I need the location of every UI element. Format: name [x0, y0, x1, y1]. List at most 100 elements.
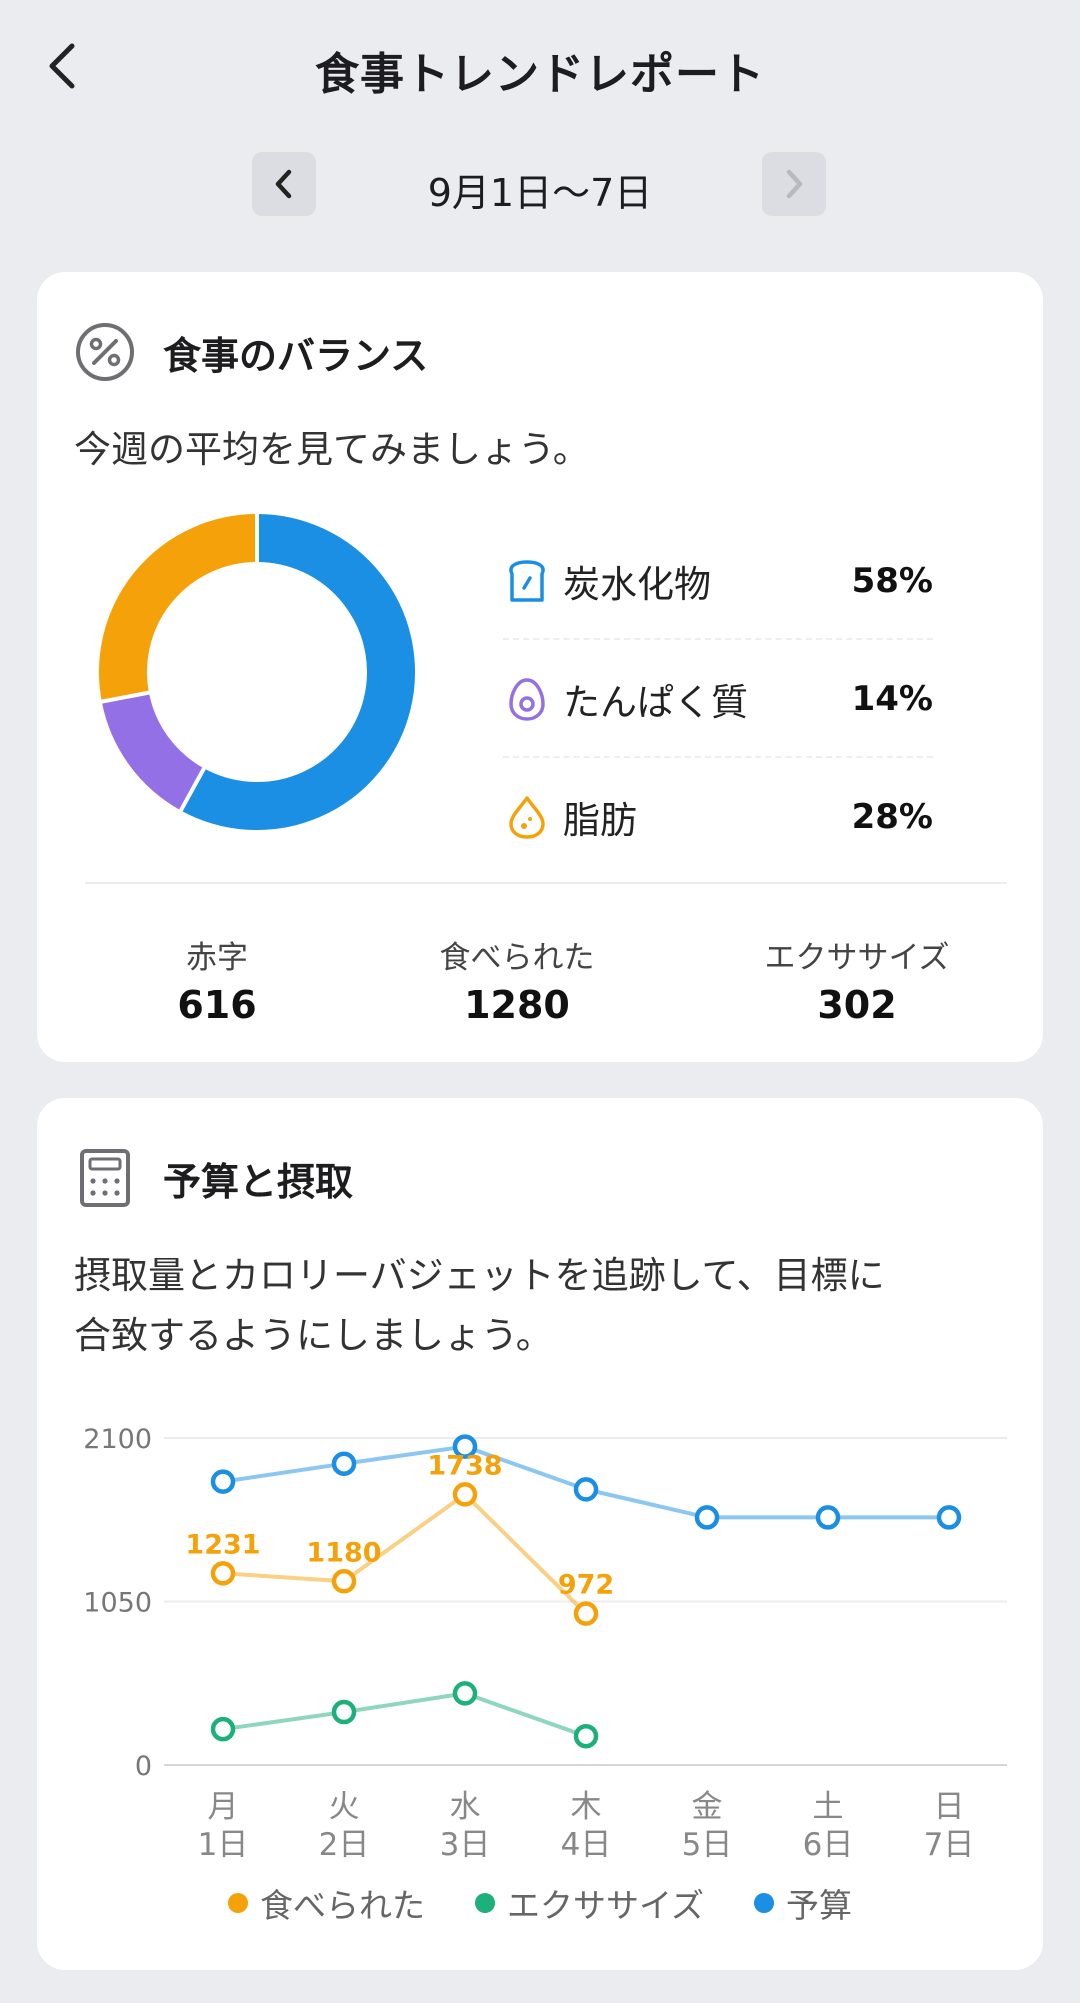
stat-exercise: エクササイズ 302	[697, 932, 1017, 1027]
x-tick-date: 3日	[440, 1827, 491, 1858]
macro-name: 脂肪	[563, 799, 637, 842]
budget-title-row: 予算と摂取	[73, 1146, 353, 1210]
chart-legend: 食べられた エクササイズ 予算	[37, 1878, 1043, 1928]
budget-card: 予算と摂取 摂取量とカロリーバジェットを追跡して、目標に 合致するようにしましょ…	[37, 1098, 1043, 1970]
balance-card: 食事のバランス 今週の平均を見てみましょう。 炭水化物 58% たんぱく質	[37, 272, 1043, 1062]
macro-percent: 14%	[851, 679, 933, 719]
budget-description: 摂取量とカロリーバジェットを追跡して、目標に 合致するようにしましょう。	[74, 1246, 1013, 1366]
data-point-budget	[936, 1505, 962, 1530]
donut-slice-2	[99, 514, 258, 702]
divider	[503, 756, 933, 758]
legend-label: エクササイズ	[506, 1886, 704, 1925]
macro-row-carbs: 炭水化物 58%	[503, 522, 983, 640]
series-line-exercise	[222, 1691, 587, 1739]
data-point-eaten	[452, 1482, 478, 1507]
data-point-eaten	[573, 1601, 599, 1626]
bread-icon	[503, 557, 551, 605]
budget-title: 予算と摂取	[163, 1159, 354, 1204]
back-button[interactable]	[30, 34, 94, 98]
legend-label: 食べられた	[259, 1886, 425, 1925]
macro-name: たんぱく質	[563, 681, 748, 724]
data-point-exercise	[210, 1716, 236, 1742]
stat-label: 赤字	[186, 940, 248, 976]
budget-description-line: 合致するようにしましょう。	[74, 1314, 553, 1357]
data-point-budget	[210, 1469, 236, 1494]
balance-title-row: 食事のバランス	[73, 320, 428, 384]
donut-slice-1	[101, 691, 205, 811]
legend-item-eaten[interactable]: 食べられた	[227, 1878, 425, 1928]
x-tick-date: 1日	[198, 1827, 249, 1858]
divider	[503, 638, 933, 640]
next-week-button[interactable]	[762, 152, 826, 216]
y-tick-label: 0	[135, 1751, 152, 1782]
x-tick-date: 2日	[319, 1827, 370, 1858]
data-point-budget	[573, 1477, 599, 1502]
data-point-eaten	[331, 1569, 357, 1594]
divider	[85, 882, 1007, 884]
macro-percent: 58%	[851, 561, 933, 601]
percent-icon	[73, 320, 137, 384]
budget-description-line: 摂取量とカロリーバジェットを追跡して、目標に	[74, 1254, 885, 1297]
macro-list: 炭水化物 58% たんぱく質 14% 脂肪	[503, 522, 983, 876]
stat-value: 302	[817, 983, 897, 1027]
data-point-budget	[331, 1451, 357, 1476]
legend-dot	[754, 1893, 774, 1913]
legend-dot	[474, 1893, 495, 1913]
data-point-exercise	[452, 1681, 478, 1706]
donut-separator	[178, 765, 207, 814]
data-point-eaten	[210, 1561, 236, 1586]
x-tick-date: 7日	[924, 1827, 975, 1858]
stat-value: 1280	[464, 983, 570, 1027]
x-tick-day: 水	[450, 1789, 481, 1825]
donut-separator	[99, 690, 152, 704]
legend-item-exercise[interactable]: エクササイズ	[474, 1878, 704, 1928]
legend-label: 予算	[786, 1886, 852, 1925]
stat-label: エクササイズ	[764, 940, 950, 976]
balance-description: 今週の平均を見てみましょう。	[74, 428, 590, 471]
x-tick-day: 日	[934, 1789, 965, 1825]
calculator-icon	[73, 1146, 137, 1210]
macro-row-protein: たんぱく質 14%	[503, 640, 983, 758]
series-line-eaten	[222, 1492, 588, 1616]
date-navigator: 9月1日〜7日	[0, 150, 1080, 218]
date-range-label: 9月1日〜7日	[427, 171, 653, 215]
chevron-right-icon	[786, 169, 803, 199]
page-title: 食事トレンドレポート	[315, 49, 765, 100]
macro-name: 炭水化物	[563, 563, 711, 606]
stat-label: 食べられた	[439, 940, 595, 976]
x-tick-day: 土	[813, 1789, 844, 1825]
x-tick-day: 木	[571, 1789, 602, 1825]
stat-eaten: 食べられた 1280	[377, 932, 657, 1027]
y-tick-label: 2100	[83, 1424, 152, 1455]
data-point-exercise	[331, 1699, 357, 1725]
balance-title: 食事のバランス	[163, 333, 429, 378]
macro-donut-chart	[99, 512, 415, 830]
data-point-budget	[815, 1505, 841, 1530]
drop-icon	[503, 793, 551, 841]
previous-week-button[interactable]	[252, 152, 316, 216]
data-point-exercise	[573, 1723, 599, 1749]
legend-item-budget[interactable]: 予算	[754, 1878, 852, 1928]
x-tick-date: 4日	[561, 1827, 612, 1858]
x-tick-day: 金	[692, 1789, 723, 1825]
budget-intake-line-chart: 2100 1050 0 月1日 火2日 水3日 木4日 金5日 土6日 日7日 1231 1180 17…	[83, 1424, 1007, 1858]
x-tick-day: 月	[208, 1789, 239, 1825]
y-tick-label: 1050	[83, 1588, 152, 1619]
x-tick-date: 5日	[682, 1827, 733, 1858]
x-tick-date: 6日	[803, 1827, 854, 1858]
stat-deficit: 赤字 616	[147, 932, 287, 1027]
data-point-budget	[452, 1434, 478, 1459]
chevron-left-icon	[49, 43, 75, 89]
data-label-eaten: 1738	[427, 1450, 502, 1481]
data-label-eaten: 1231	[185, 1529, 260, 1560]
macro-percent: 28%	[851, 797, 933, 837]
legend-dot	[227, 1893, 248, 1913]
donut-slice-0	[180, 514, 415, 830]
calorie-stats: 赤字 616 食べられた 1280 エクササイズ 302	[37, 932, 1043, 1032]
data-label-eaten: 972	[558, 1570, 614, 1601]
data-point-budget	[694, 1505, 720, 1530]
stat-value: 616	[177, 983, 257, 1027]
data-label-eaten: 1180	[306, 1537, 381, 1568]
egg-icon	[503, 675, 551, 723]
macro-row-fat: 脂肪 28%	[503, 758, 983, 876]
